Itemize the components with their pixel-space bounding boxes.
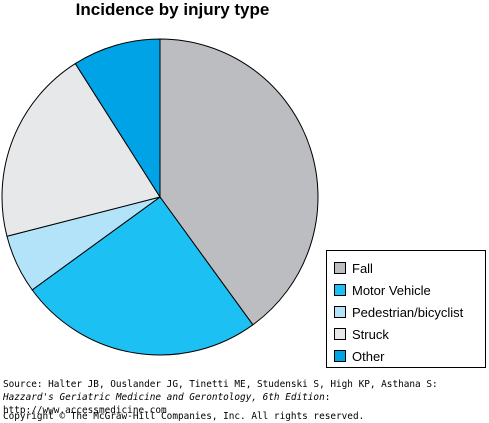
legend-item-fall: Fall <box>334 257 485 279</box>
legend-swatch-pedestrian-bicyclist <box>334 306 346 318</box>
legend-label-motor-vehicle: Motor Vehicle <box>352 282 431 298</box>
pie-slice-struck <box>1 62 161 237</box>
legend-label-pedestrian-bicyclist: Pedestrian/bicyclist <box>352 304 464 320</box>
copyright-notice: Copyright © The McGraw-Hill Companies, I… <box>3 411 365 422</box>
chart-title: Incidence by injury type <box>75 0 270 19</box>
source-url[interactable]: : http://www.accessmedicine.com <box>3 392 331 416</box>
legend-label-other: Other <box>352 348 385 364</box>
legend-item-motor-vehicle: Motor Vehicle <box>334 279 485 301</box>
legend: Fall Motor Vehicle Pedestrian/bicyclist … <box>326 250 486 368</box>
legend-swatch-struck <box>334 328 346 340</box>
source-prefix: Source: Halter JB, Ouslander JG, Tinetti… <box>3 379 438 390</box>
pie-slice-fall <box>159 38 319 326</box>
legend-item-struck: Struck <box>334 323 485 345</box>
legend-label-struck: Struck <box>352 326 389 342</box>
legend-swatch-motor-vehicle <box>334 284 346 296</box>
pie-slice-other <box>74 38 161 199</box>
source-citation: Source: Halter JB, Ouslander JG, Tinetti… <box>3 378 487 417</box>
legend-swatch-other <box>334 350 346 362</box>
legend-swatch-fall <box>334 262 346 274</box>
legend-item-other: Other <box>334 345 485 367</box>
legend-label-fall: Fall <box>352 260 373 276</box>
source-book-title: Hazzard's Geriatric Medicine and Geronto… <box>3 392 325 403</box>
legend-item-pedestrian-bicyclist: Pedestrian/bicyclist <box>334 301 485 323</box>
pie-slice-motor-vehicle <box>31 196 254 356</box>
